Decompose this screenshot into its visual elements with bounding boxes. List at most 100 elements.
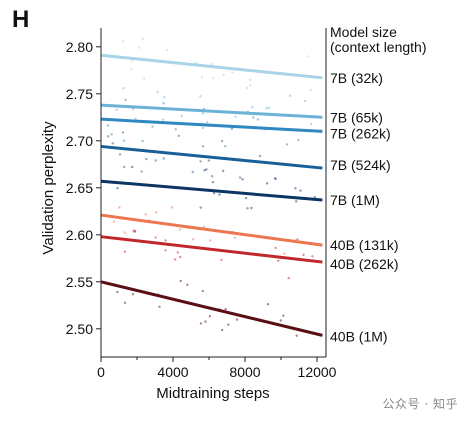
panel-label: H xyxy=(12,6,30,33)
scatter-point xyxy=(221,169,225,173)
scatter-point xyxy=(138,46,141,49)
scatter-point xyxy=(162,157,165,160)
scatter-point xyxy=(227,323,230,326)
series-line xyxy=(100,179,323,202)
scatter-point xyxy=(211,76,215,80)
scatter-point xyxy=(211,180,215,184)
scatter-point xyxy=(249,83,252,87)
scatter-point xyxy=(144,213,147,216)
scatter-point xyxy=(106,124,110,127)
scatter-point xyxy=(151,125,154,128)
scatter-point xyxy=(250,206,253,210)
scatter-point xyxy=(145,157,148,161)
scatter-point xyxy=(156,90,159,94)
scatter-point xyxy=(122,40,125,43)
y-tick-label: 2.75 xyxy=(66,86,93,102)
scatter-point xyxy=(179,255,182,259)
scatter-point xyxy=(212,191,216,195)
scatter-point xyxy=(123,301,127,304)
scatter-point xyxy=(251,106,254,109)
series-lines xyxy=(100,53,323,337)
scatter-point xyxy=(282,314,285,317)
x-tick-label: 4000 xyxy=(157,364,188,380)
scatter-point xyxy=(174,128,177,131)
scatter-point xyxy=(173,258,177,261)
scatter-point xyxy=(265,182,269,185)
scatter-point xyxy=(123,250,127,253)
scatter-point xyxy=(201,112,205,115)
y-tick-label: 2.60 xyxy=(66,227,93,243)
scatter-point xyxy=(289,94,292,97)
scatter-point xyxy=(224,307,227,311)
scatter-point xyxy=(265,107,268,110)
scatter-point xyxy=(218,193,221,196)
series-line xyxy=(100,117,323,133)
scatter-point xyxy=(180,114,183,118)
scatter-point xyxy=(191,238,195,241)
scatter-point xyxy=(252,116,255,119)
series-line xyxy=(100,144,323,170)
scatter-point xyxy=(201,126,205,130)
scatter-point xyxy=(112,220,116,223)
scatter-point xyxy=(294,200,298,203)
scatter-point xyxy=(122,139,126,142)
series-labels: 7B (32k) 7B (65k)7B (262k) 7B (524k) 7B (1M… xyxy=(330,70,398,345)
scatter-point xyxy=(133,230,136,233)
scatter-point xyxy=(164,239,167,242)
scatter-point xyxy=(279,319,283,322)
series-line xyxy=(100,280,323,337)
series-label: 7B (1M) xyxy=(330,192,380,208)
scatter-point xyxy=(287,276,290,280)
scatter-point xyxy=(302,253,305,257)
scatter-point xyxy=(122,87,125,90)
scatter-point xyxy=(111,142,114,145)
scatter-point xyxy=(129,67,133,71)
scatter-point xyxy=(309,88,313,92)
series-label: 40B (262k) xyxy=(330,256,398,272)
scatter-point xyxy=(267,106,271,110)
scatter-point xyxy=(131,59,134,63)
y-tick-label: 2.80 xyxy=(66,39,93,55)
scatter-point xyxy=(210,62,213,66)
scatter-point xyxy=(246,86,249,90)
scatter-point xyxy=(124,98,127,101)
scatter-point xyxy=(209,239,212,242)
scatter-point xyxy=(199,95,202,98)
scatter-point xyxy=(220,139,224,143)
scatter-point xyxy=(223,144,227,148)
scatter-point xyxy=(154,159,157,162)
y-tick-label: 2.50 xyxy=(66,321,93,337)
watermark: 公众号 · 知乎 xyxy=(382,397,458,411)
scatter-point xyxy=(191,170,195,174)
scatter-point xyxy=(309,122,313,126)
scatter-point xyxy=(220,258,223,262)
scatter-point xyxy=(199,206,202,209)
scatter-point xyxy=(179,279,182,283)
y-axis-label: Validation perplexity xyxy=(40,121,57,255)
scatter-point xyxy=(141,139,144,143)
scatter-point xyxy=(208,315,212,318)
scatter-point xyxy=(220,328,224,332)
scatter-point xyxy=(204,320,207,323)
scatter-point xyxy=(303,99,307,103)
scatter-point xyxy=(155,211,158,214)
scatter-point xyxy=(206,120,209,124)
scatter-point xyxy=(238,176,242,179)
scatter-point xyxy=(207,159,210,162)
scatter-point xyxy=(164,249,167,252)
scatter-point xyxy=(110,133,113,136)
scatter-point xyxy=(201,289,204,293)
axes xyxy=(100,28,327,358)
scatter-point xyxy=(294,187,297,190)
series-label: 40B (1M) xyxy=(330,328,388,344)
scatter-point xyxy=(277,259,280,262)
scatter-point xyxy=(201,145,205,148)
series-label: 7B (65k) xyxy=(330,109,383,125)
scatter-point xyxy=(154,236,157,239)
scatter-point xyxy=(166,48,169,52)
scatter-point xyxy=(274,246,277,250)
scatter-point xyxy=(170,206,174,209)
series-label: 7B (524k) xyxy=(330,157,391,173)
scatter-point xyxy=(118,206,121,209)
